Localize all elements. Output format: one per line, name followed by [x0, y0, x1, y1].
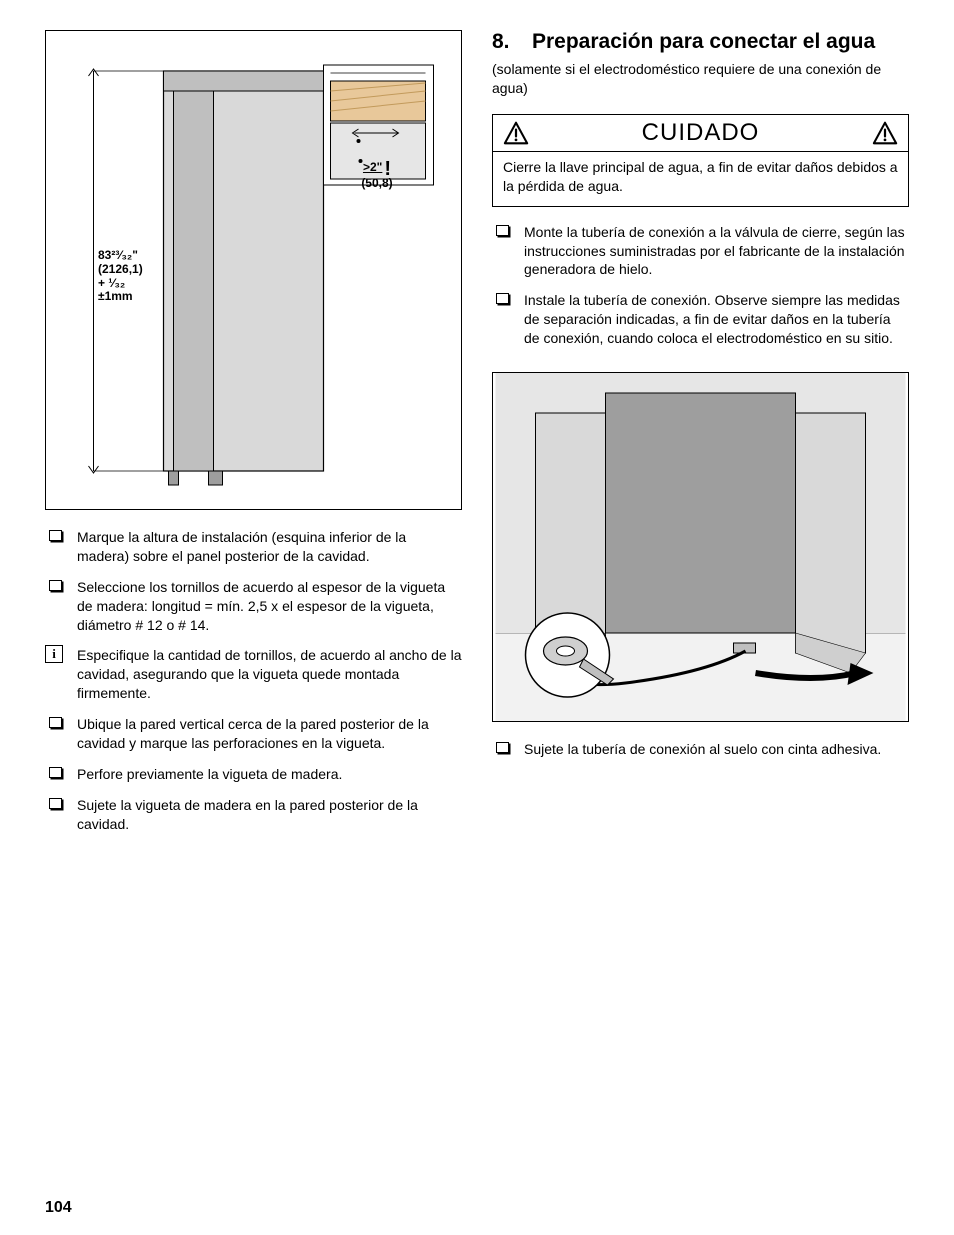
figure-installation-height: 83²³⁄₃₂" (2126,1) + ¹⁄₃₂ ±1mm >2" ! (50,…	[45, 30, 462, 510]
warning-header: CUIDADO	[493, 115, 908, 152]
warning-mark: !	[384, 161, 391, 177]
dim-depth-mm: (50,8)	[361, 176, 392, 190]
page: 83²³⁄₃₂" (2126,1) + ¹⁄₃₂ ±1mm >2" ! (50,…	[45, 30, 909, 1215]
dim-height-main: 83²³⁄₃₂"	[98, 248, 138, 262]
item-text: Perfore previamente la vigueta de madera…	[77, 766, 342, 782]
checkbox-icon	[496, 293, 509, 304]
item-text: Monte la tubería de conexión a la válvul…	[524, 224, 905, 278]
checkbox-icon	[496, 742, 509, 753]
item-text: Seleccione los tornillos de acuerdo al e…	[77, 579, 445, 633]
dim-depth: >2" ! (50,8)	[342, 161, 412, 191]
list-item: Sujete la vigueta de madera en la pared …	[45, 796, 462, 834]
list-item: Monte la tubería de conexión a la válvul…	[492, 223, 909, 280]
item-text: Marque la altura de instalación (esquina…	[77, 529, 406, 564]
dim-height-tol1: + ¹⁄₃₂	[98, 276, 125, 290]
page-number: 104	[45, 1199, 72, 1217]
list-item: Instale la tubería de conexión. Observe …	[492, 291, 909, 348]
heading-number: 8.	[492, 30, 532, 54]
figure-svg	[493, 373, 908, 721]
dim-height-mm: (2126,1)	[98, 262, 143, 276]
list-item: Marque la altura de instalación (esquina…	[45, 528, 462, 566]
left-column: 83²³⁄₃₂" (2126,1) + ¹⁄₃₂ ±1mm >2" ! (50,…	[45, 30, 462, 1215]
warning-icon	[503, 121, 529, 145]
checkbox-icon	[49, 530, 62, 541]
right-checklist-top: Monte la tubería de conexión a la válvul…	[492, 223, 909, 360]
warning-icon	[872, 121, 898, 145]
checkbox-icon	[49, 580, 62, 591]
right-checklist-bottom: Sujete la tubería de conexión al suelo c…	[492, 740, 909, 771]
item-text: Sujete la tubería de conexión al suelo c…	[524, 741, 881, 757]
heading-subtext: (solamente si el electrodoméstico requie…	[492, 60, 909, 98]
section-heading: 8. Preparación para conectar el agua	[492, 30, 909, 54]
list-item: Perfore previamente la vigueta de madera…	[45, 765, 462, 784]
dim-depth-main: >2"	[363, 161, 382, 175]
warning-title: CUIDADO	[642, 119, 760, 147]
list-item: i Especifique la cantidad de tornillos, …	[45, 646, 462, 703]
warning-body: Cierre la llave principal de agua, a fin…	[493, 152, 908, 206]
checkbox-icon	[496, 225, 509, 236]
figure-water-connection	[492, 372, 909, 722]
list-item: Sujete la tubería de conexión al suelo c…	[492, 740, 909, 759]
warning-box: CUIDADO Cierre la llave principal de agu…	[492, 114, 909, 207]
left-checklist: Marque la altura de instalación (esquina…	[45, 528, 462, 846]
dim-height-tol2: ±1mm	[98, 289, 133, 303]
item-text: Especifique la cantidad de tornillos, de…	[77, 647, 461, 701]
item-text: Sujete la vigueta de madera en la pared …	[77, 797, 418, 832]
right-column: 8. Preparación para conectar el agua (so…	[492, 30, 909, 1215]
heading-text: Preparación para conectar el agua	[532, 30, 875, 54]
checkbox-icon	[49, 798, 62, 809]
dim-height: 83²³⁄₃₂" (2126,1) + ¹⁄₃₂ ±1mm	[98, 249, 143, 304]
checkbox-icon	[49, 767, 62, 778]
checkbox-icon	[49, 717, 62, 728]
list-item: Ubique la pared vertical cerca de la par…	[45, 715, 462, 753]
item-text: Instale la tubería de conexión. Observe …	[524, 292, 900, 346]
list-item: Seleccione los tornillos de acuerdo al e…	[45, 578, 462, 635]
info-icon: i	[45, 645, 63, 663]
item-text: Ubique la pared vertical cerca de la par…	[77, 716, 429, 751]
